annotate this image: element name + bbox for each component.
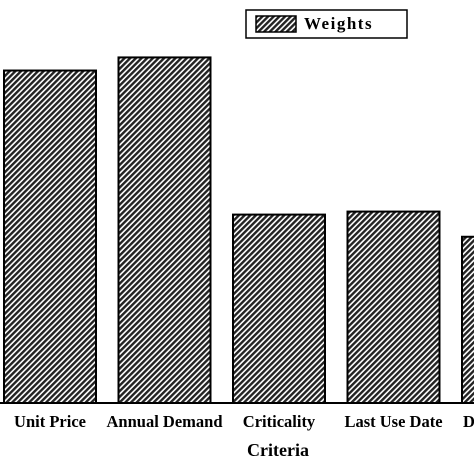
- legend-label: Weights: [304, 14, 373, 33]
- bar: [117, 56, 212, 405]
- x-tick-label: Criticality: [243, 412, 316, 431]
- x-tick-label: D: [463, 412, 474, 431]
- bar: [346, 210, 441, 404]
- bar: [3, 69, 97, 405]
- x-tick-label: Unit Price: [14, 412, 86, 431]
- x-tick-label: Last Use Date: [344, 412, 442, 431]
- legend-box: [245, 9, 408, 39]
- bar: [461, 235, 474, 404]
- x-tick-label: Annual Demand: [107, 412, 223, 431]
- x-axis-label: Criteria: [247, 440, 309, 460]
- legend-swatch: [255, 15, 297, 33]
- bar: [232, 213, 326, 404]
